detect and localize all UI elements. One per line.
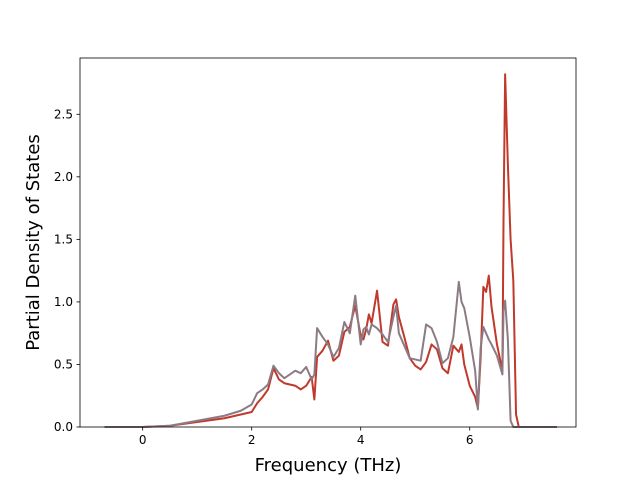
y-axis-ticks: 0.0 0.5 1.0 1.5 2.0 2.5 xyxy=(54,107,80,434)
y-tick-label: 1.0 xyxy=(54,295,73,309)
y-tick-label: 1.5 xyxy=(54,232,73,246)
x-tick-label: 0 xyxy=(139,433,147,447)
y-tick-label: 2.5 xyxy=(54,107,73,121)
y-tick-label: 0.5 xyxy=(54,357,73,371)
plot-lines-group xyxy=(104,73,557,428)
x-tick-label: 6 xyxy=(466,433,474,447)
x-tick-label: 4 xyxy=(357,433,365,447)
x-axis-label: Frequency (THz) xyxy=(255,455,402,476)
x-tick-label: 2 xyxy=(248,433,256,447)
x-axis-ticks: 0 2 4 6 xyxy=(139,427,474,447)
series-line-2 xyxy=(104,280,557,428)
y-axis-label: Partial Density of States xyxy=(23,134,44,351)
plot-frame xyxy=(79,57,577,428)
y-tick-label: 0.0 xyxy=(54,420,73,434)
y-tick-label: 2.0 xyxy=(54,170,73,184)
